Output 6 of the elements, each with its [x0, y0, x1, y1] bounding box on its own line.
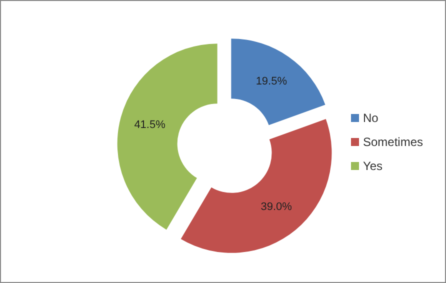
legend-label: No: [362, 110, 378, 124]
legend-label: Yes: [362, 158, 383, 172]
data-label: 19.5%: [256, 75, 288, 88]
legend-label: Sometimes: [362, 134, 423, 148]
data-label: 41.5%: [134, 119, 166, 132]
data-label: 39.0%: [260, 200, 292, 213]
